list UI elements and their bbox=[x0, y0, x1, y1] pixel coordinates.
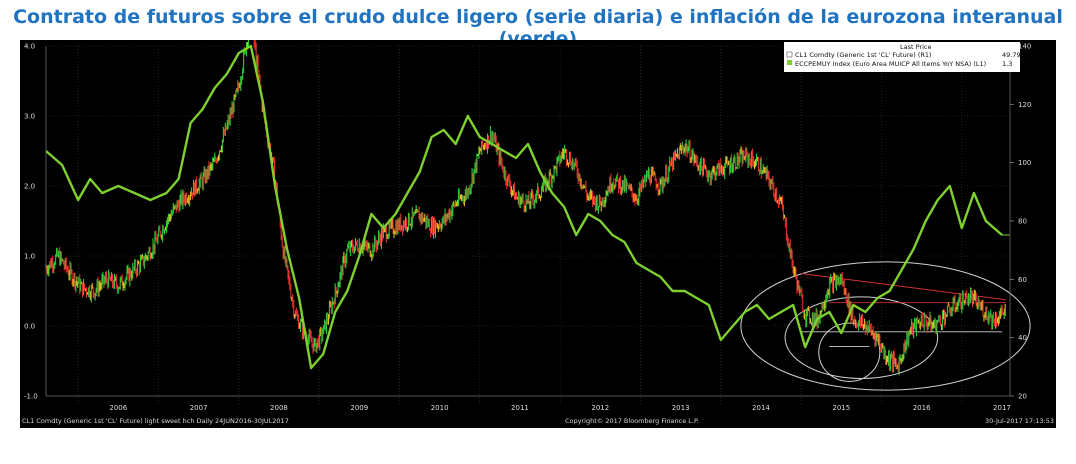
right-tick-label: 40 bbox=[1018, 334, 1027, 342]
x-tick-label: 2015 bbox=[832, 404, 850, 412]
annotation-ellipse bbox=[818, 322, 881, 382]
x-axis: 2006 2007 2008 2009 2010 2011 2012 2013 2014 2015… bbox=[46, 395, 1011, 412]
footer-left: CL1 Comdty (Generic 1st 'CL' Future) lig… bbox=[22, 417, 289, 425]
legend-label-crude: CL1 Comdty (Generic 1st 'CL' Future) (R1… bbox=[795, 51, 932, 59]
right-tick-label: 100 bbox=[1018, 159, 1031, 167]
legend-label-inflation: ECCPEMUY Index (Euro Area MUICP All Item… bbox=[795, 60, 986, 68]
inflation-line bbox=[45, 44, 1003, 370]
legend-swatch-crude bbox=[786, 51, 793, 58]
legend-swatch-inflation bbox=[787, 60, 792, 65]
plot-background bbox=[20, 40, 1056, 428]
annotation-ellipse bbox=[740, 261, 1031, 391]
footer-center: Copyright© 2017 Bloomberg Finance L.P. bbox=[565, 417, 699, 425]
legend-header: Last Price bbox=[900, 43, 931, 51]
left-tick-label: -1.0 bbox=[24, 393, 38, 401]
annotation-ellipse bbox=[784, 296, 939, 379]
left-tick-label: 0.0 bbox=[24, 323, 35, 331]
x-tick-label: 2012 bbox=[591, 404, 609, 412]
left-tick-label: 2.0 bbox=[24, 183, 35, 191]
left-tick-label: 4.0 bbox=[24, 43, 35, 51]
inflation-series bbox=[45, 44, 1010, 370]
crude-series bbox=[45, 40, 1006, 376]
right-tick-label: 60 bbox=[1018, 276, 1027, 284]
legend: Last Price CL1 Comdty (Generic 1st 'CL' … bbox=[784, 42, 1021, 72]
x-tick-label: 2008 bbox=[270, 404, 288, 412]
x-tick-label: 2013 bbox=[672, 404, 690, 412]
x-tick-label: 2009 bbox=[350, 404, 368, 412]
right-tick-label: 140 bbox=[1018, 43, 1031, 51]
x-tick-label: 2011 bbox=[511, 404, 529, 412]
left-tick-label: 3.0 bbox=[24, 113, 35, 121]
left-tick-label: 1.0 bbox=[24, 253, 35, 261]
legend-value-crude: 49.79 bbox=[1002, 51, 1021, 59]
legend-value-inflation: 1.3 bbox=[1002, 60, 1012, 68]
right-tick-label: 80 bbox=[1018, 218, 1027, 226]
footer-right: 30-Jul-2017 17:13:53 bbox=[985, 417, 1054, 425]
right-tick-label: 120 bbox=[1018, 101, 1031, 109]
x-tick-label: 2017 bbox=[993, 404, 1011, 412]
annotations bbox=[740, 261, 1031, 391]
left-axis: 4.0 3.0 2.0 1.0 0.0 -1.0 bbox=[24, 43, 47, 401]
legend-box bbox=[784, 42, 1020, 72]
x-tick-label: 2010 bbox=[431, 404, 449, 412]
x-tick-label: 2016 bbox=[913, 404, 931, 412]
x-tick-label: 2014 bbox=[752, 404, 770, 412]
x-tick-label: 2006 bbox=[109, 404, 127, 412]
x-tick-label: 2007 bbox=[190, 404, 208, 412]
chart-canvas: 4.0 3.0 2.0 1.0 0.0 -1.0 140 120 100 80 60 40 20 20… bbox=[20, 40, 1056, 428]
right-tick-label: 20 bbox=[1018, 393, 1027, 401]
